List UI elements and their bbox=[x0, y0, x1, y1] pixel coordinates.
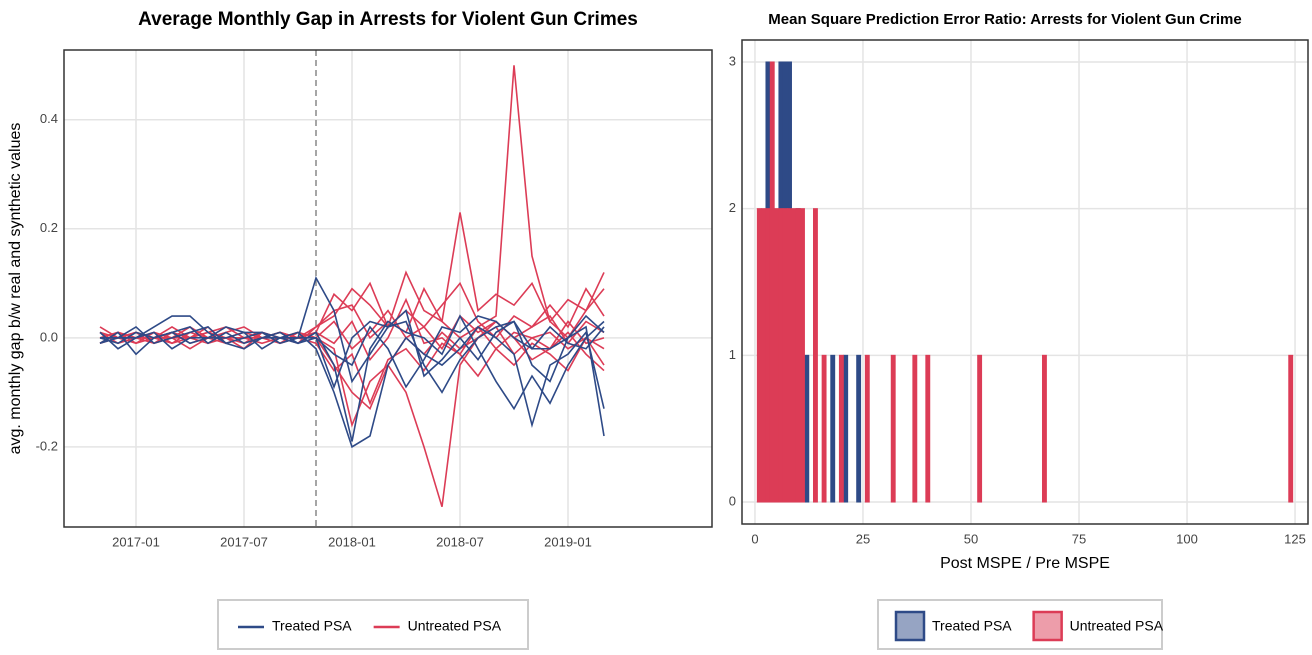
series-line bbox=[99, 314, 605, 389]
legend-key bbox=[894, 610, 926, 642]
histogram-bar bbox=[761, 208, 767, 503]
y-tick-label: 0 bbox=[729, 493, 736, 508]
series-line bbox=[99, 331, 605, 406]
histogram-bar bbox=[782, 208, 788, 503]
series-line bbox=[99, 275, 605, 437]
histogram-bar bbox=[977, 354, 983, 503]
plot-frame bbox=[741, 39, 1309, 525]
y-tick-label: 2 bbox=[729, 200, 736, 215]
histogram-bar bbox=[778, 208, 784, 503]
histogram-bar bbox=[769, 61, 775, 503]
histogram-bar bbox=[804, 354, 810, 503]
histogram-bar bbox=[912, 354, 918, 503]
series-line bbox=[99, 309, 605, 390]
x-tick-label: 100 bbox=[1176, 531, 1198, 546]
y-tick-label: 0.2 bbox=[40, 220, 58, 235]
x-tick-label: 2017-01 bbox=[112, 534, 160, 549]
histogram-bar bbox=[890, 354, 896, 503]
histogram-bar bbox=[795, 208, 801, 503]
histogram-bar bbox=[1288, 354, 1294, 503]
legend-label: Untreated PSA bbox=[408, 618, 502, 634]
x-tick-label: 2018-01 bbox=[328, 534, 376, 549]
histogram-bar bbox=[813, 208, 818, 503]
x-tick-label: 2019-01 bbox=[544, 534, 592, 549]
series-line bbox=[99, 325, 605, 449]
histogram-bar bbox=[756, 208, 762, 503]
y-tick-label: -0.2 bbox=[36, 438, 58, 453]
histogram-bar bbox=[856, 354, 862, 503]
x-tick-label: 0 bbox=[751, 531, 758, 546]
chart-title: Mean Square Prediction Error Ratio: Arre… bbox=[768, 11, 1241, 28]
legend-box bbox=[217, 599, 529, 650]
x-tick-label: 25 bbox=[856, 531, 870, 546]
legend-label: Untreated PSA bbox=[1070, 618, 1164, 634]
series-line bbox=[99, 320, 605, 428]
histogram-bar bbox=[838, 354, 844, 503]
legend-box bbox=[877, 599, 1163, 650]
x-axis-label: Post MSPE / Pre MSPE bbox=[940, 555, 1110, 572]
chart-title: Average Monthly Gap in Arrests for Viole… bbox=[138, 9, 638, 30]
y-tick-label: 0.0 bbox=[40, 329, 58, 344]
histogram-bar bbox=[791, 208, 797, 503]
x-tick-label: 75 bbox=[1072, 531, 1086, 546]
legend-label: Treated PSA bbox=[932, 618, 1012, 634]
legend-key bbox=[1032, 610, 1063, 642]
y-tick-label: 3 bbox=[729, 53, 736, 68]
histogram-bar bbox=[830, 354, 836, 503]
x-tick-label: 2018-07 bbox=[436, 534, 484, 549]
histogram-bar bbox=[800, 208, 805, 503]
histogram-bar bbox=[843, 354, 849, 503]
x-tick-label: 2017-07 bbox=[220, 534, 268, 549]
histogram-bar bbox=[925, 354, 931, 503]
x-tick-label: 125 bbox=[1284, 531, 1306, 546]
plot-frame bbox=[63, 49, 713, 528]
histogram-bar bbox=[864, 354, 870, 503]
y-tick-label: 0.4 bbox=[40, 111, 58, 126]
x-tick-label: 50 bbox=[964, 531, 978, 546]
y-tick-label: 1 bbox=[729, 347, 736, 362]
histogram-bar bbox=[821, 354, 827, 503]
histogram-bar bbox=[774, 208, 780, 503]
histogram-bar bbox=[765, 208, 771, 503]
histogram-bar bbox=[1041, 354, 1047, 503]
series-line bbox=[99, 65, 605, 345]
series-line bbox=[100, 314, 605, 442]
y-axis-label: avg. monthly gap b/w real and synthetic … bbox=[7, 123, 24, 455]
legend-label: Treated PSA bbox=[272, 618, 352, 634]
histogram-bar bbox=[787, 208, 792, 503]
